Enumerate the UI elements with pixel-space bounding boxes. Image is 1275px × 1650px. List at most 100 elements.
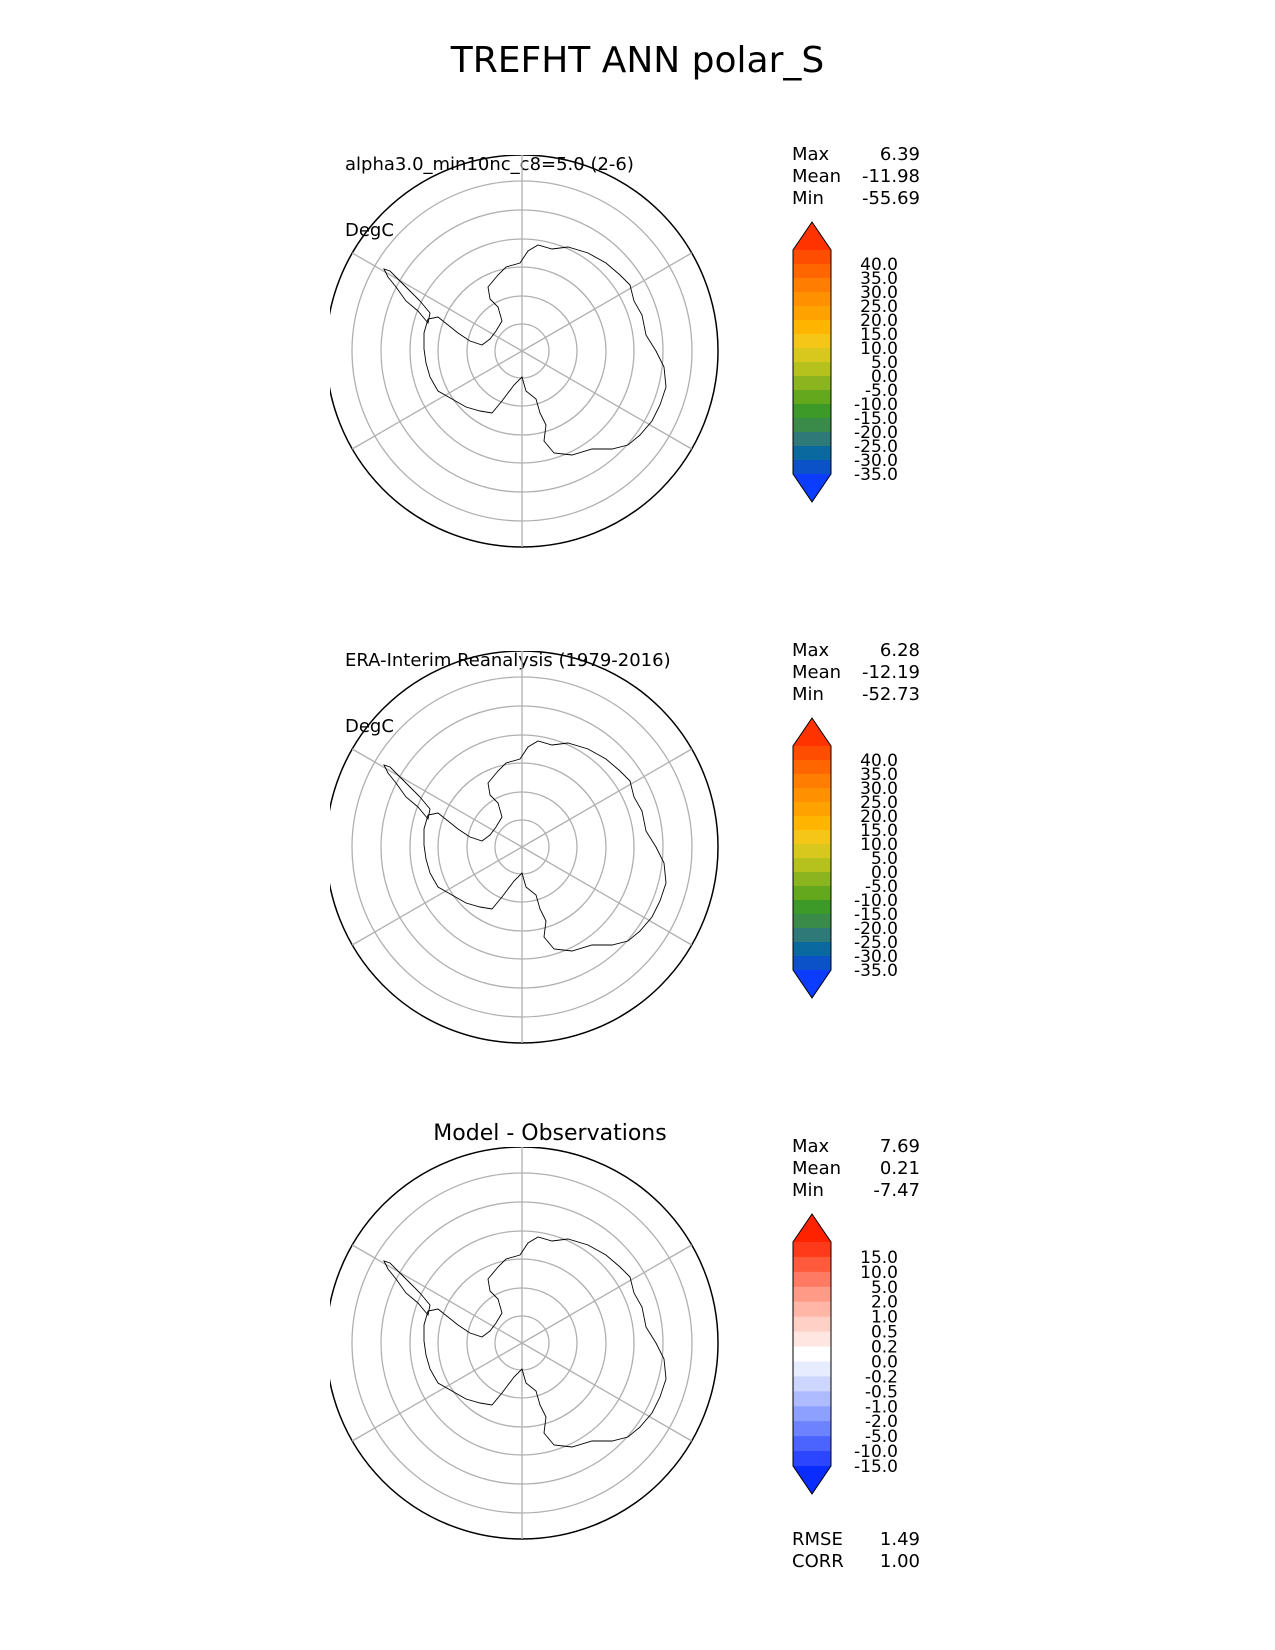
colorbar-band (793, 1391, 831, 1407)
colorbar-outline (792, 717, 832, 999)
colorbar-tick-label: 35.0 (860, 269, 898, 289)
colorbar-band (793, 306, 831, 321)
panel-units: DegC (345, 220, 394, 241)
colorbar: 40.035.030.025.020.015.010.05.00.0-5.0-1… (792, 221, 898, 503)
colorbar-tick-label: 5.0 (871, 353, 898, 373)
colorbar-tick-label: -5.0 (865, 381, 898, 401)
colorbar-band (793, 1316, 831, 1333)
colorbar-tick-label: -0.2 (865, 1367, 898, 1387)
colorbar-band (793, 760, 831, 775)
colorbar-tick-label: -35.0 (854, 465, 898, 485)
colorbar-tick-label: 40.0 (860, 751, 898, 771)
meridian-line (351, 350, 523, 450)
stat-mean-label: Mean (792, 1158, 842, 1179)
colorbar-tick-label: 15.0 (860, 1248, 898, 1268)
colorbar-band (793, 1361, 831, 1377)
metrics-box: RMSE 1.49 CORR 1.00 (792, 1529, 920, 1573)
meridian-line (351, 1342, 523, 1442)
colorbar-tick-label: -15.0 (854, 1457, 898, 1477)
colorbar-band (793, 956, 831, 971)
colorbar-tick-label: -0.5 (865, 1382, 898, 1402)
colorbar-tick-label: 15.0 (860, 325, 898, 345)
colorbar-tick-label: -5.0 (865, 877, 898, 897)
colorbar-band (793, 914, 831, 929)
stat-max-value: 6.28 (879, 640, 920, 661)
stat-mean-value: -11.98 (861, 166, 920, 187)
stat-mean-label: Mean (792, 166, 842, 187)
colorbar-band (793, 1331, 831, 1348)
rmse-value: 1.49 (879, 1529, 920, 1550)
colorbar-band (793, 1286, 831, 1303)
colorbar-tick-label: -10.0 (854, 1442, 898, 1462)
colorbar-tick-label: 30.0 (860, 283, 898, 303)
colorbar-band (793, 292, 831, 307)
colorbar-outline (792, 221, 832, 503)
stats-box: Max 6.28 Mean -12.19 Min -52.73 (792, 640, 920, 706)
coastline (423, 740, 667, 952)
stat-min-value: -55.69 (861, 188, 920, 209)
colorbar-tick-label: -10.0 (854, 891, 898, 911)
colorbar-band (793, 1256, 831, 1273)
figure-title: TREFHT ANN polar_S (450, 40, 825, 81)
stat-min-label: Min (792, 1180, 824, 1201)
colorbar-extend-bottom (793, 970, 831, 998)
colorbar-band (793, 278, 831, 293)
colorbar-tick-label: 15.0 (860, 821, 898, 841)
corr-value: 1.00 (879, 1551, 920, 1572)
colorbar-tick-label: 20.0 (860, 807, 898, 827)
stat-min-label: Min (792, 188, 824, 209)
colorbar-extend-bottom (793, 1466, 831, 1494)
colorbar-tick-label: 25.0 (860, 297, 898, 317)
meridian-line (521, 846, 693, 946)
colorbar-tick-label: -2.0 (865, 1412, 898, 1432)
colorbar-band (793, 1376, 831, 1392)
colorbar-band (793, 858, 831, 873)
colorbar-tick-label: -25.0 (854, 933, 898, 953)
colorbar-tick-label: 10.0 (860, 1263, 898, 1283)
meridian-line (521, 1244, 693, 1344)
colorbar-extend-bottom (793, 474, 831, 502)
panel-units: DegC (345, 716, 394, 737)
colorbar-tick-label: -25.0 (854, 437, 898, 457)
colorbar-tick-label: 1.0 (871, 1308, 898, 1328)
peninsula-coastline (383, 1260, 431, 1317)
colorbar-band (793, 844, 831, 859)
colorbar-tick-label: 20.0 (860, 311, 898, 331)
meridian-line (521, 252, 693, 352)
colorbar-band (793, 942, 831, 957)
stat-mean-value: 0.21 (879, 1158, 920, 1179)
colorbar-band (793, 816, 831, 831)
peninsula-coastline (383, 764, 431, 821)
map-frame (330, 1147, 719, 1540)
colorbar-tick-label: -35.0 (854, 961, 898, 981)
colorbar-tick-label: -20.0 (854, 919, 898, 939)
colorbar-band (793, 746, 831, 761)
colorbar-band (793, 362, 831, 377)
panel-title: alpha3.0_min10nc_c8=5.0 (2-6) DegC (345, 110, 634, 286)
colorbar-band (793, 1436, 831, 1452)
colorbar-band (793, 432, 831, 447)
colorbar-tick-label: 0.2 (871, 1338, 898, 1358)
colorbar-band (793, 1242, 831, 1258)
coastline (423, 1236, 667, 1448)
colorbar-extend-top (793, 222, 831, 250)
colorbar-band (793, 1271, 831, 1288)
polar-map (330, 651, 719, 1044)
colorbar-band (793, 900, 831, 915)
colorbar-tick-label: 0.0 (871, 863, 898, 883)
stat-max-value: 7.69 (879, 1136, 920, 1157)
colorbar-outline (792, 1213, 832, 1495)
colorbar-band (793, 1301, 831, 1318)
colorbar-band (793, 250, 831, 265)
panel-observations: ERA-Interim Reanalysis (1979-2016) DegC … (0, 0, 1275, 1044)
colorbar-tick-label: 10.0 (860, 835, 898, 855)
colorbar-tick-label: -20.0 (854, 423, 898, 443)
colorbar: 15.010.05.02.01.00.50.20.0-0.2-0.5-1.0-2… (792, 1213, 898, 1495)
colorbar-tick-label: -15.0 (854, 905, 898, 925)
rmse-label: RMSE (792, 1529, 843, 1550)
colorbar-tick-label: 5.0 (871, 1278, 898, 1298)
colorbar-band (793, 802, 831, 817)
colorbar-extend-top (793, 1214, 831, 1242)
stats-box: Max 7.69 Mean 0.21 Min -7.47 (792, 1136, 920, 1202)
meridian-line (521, 748, 693, 848)
